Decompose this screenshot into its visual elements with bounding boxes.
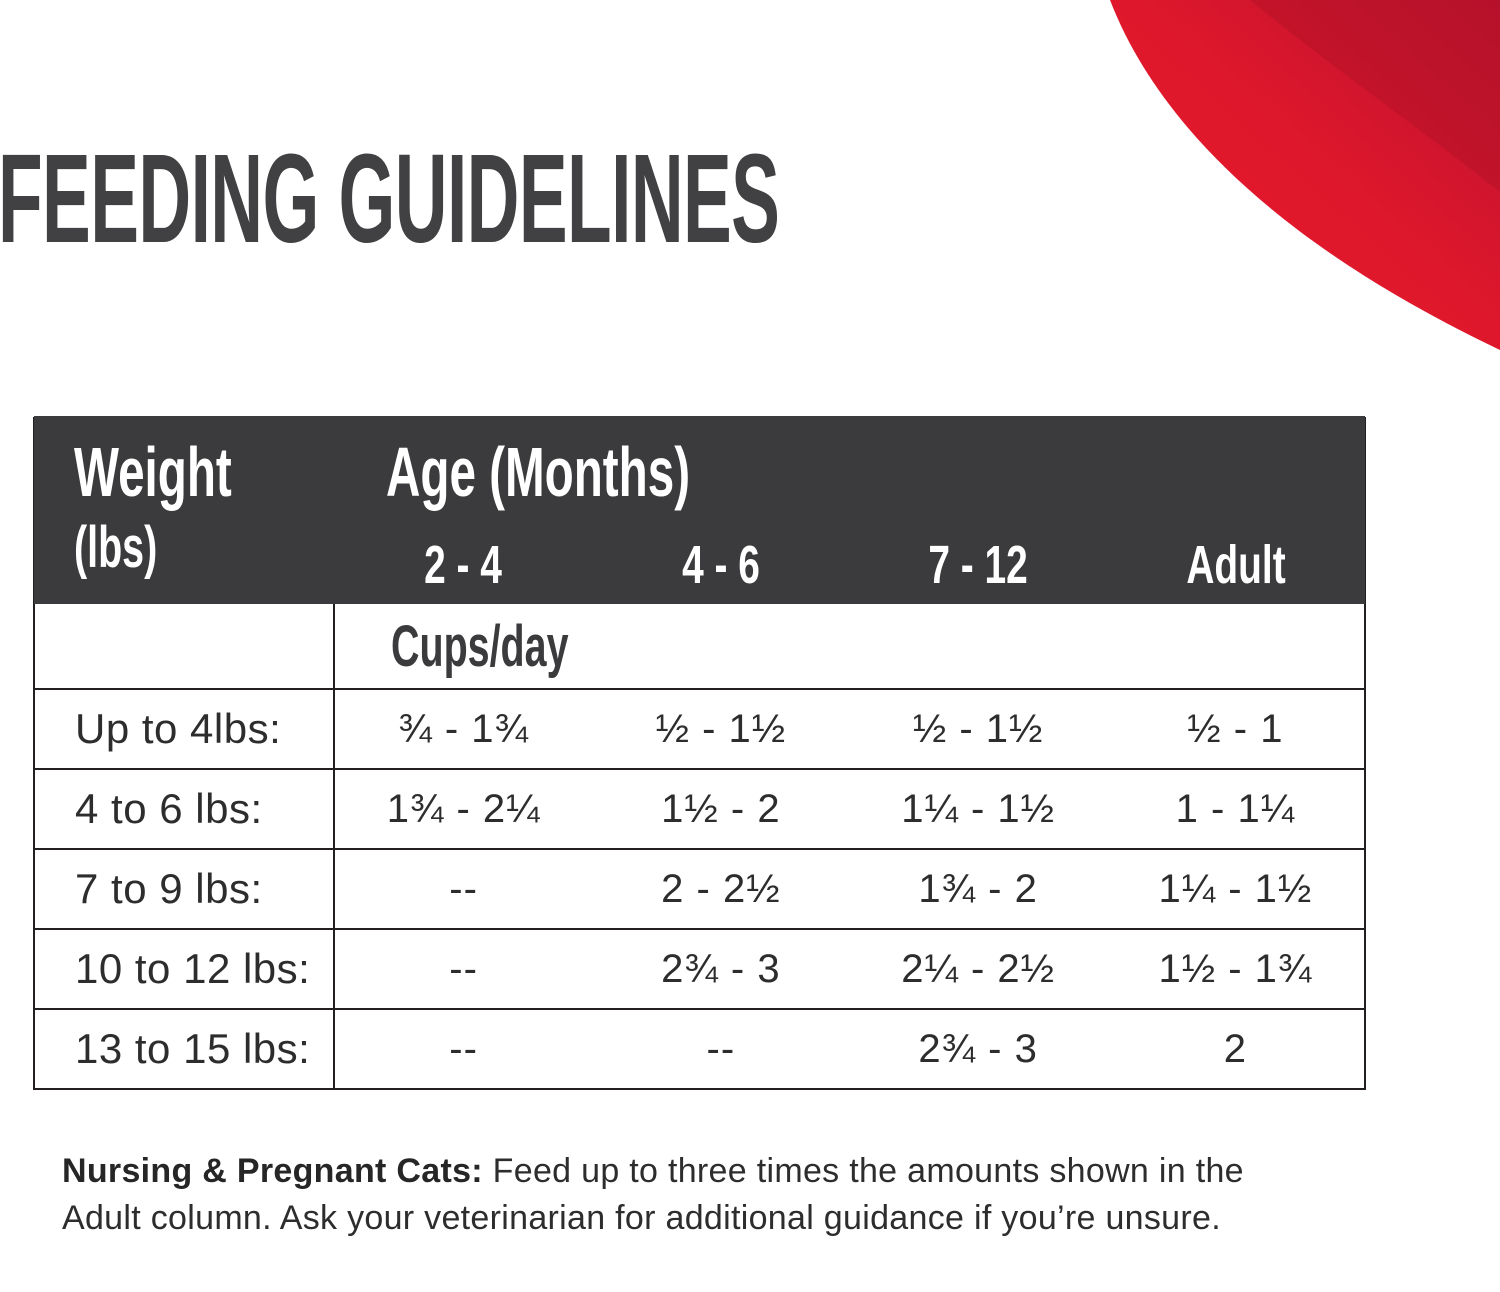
- weight-unit-label: (lbs): [74, 515, 158, 580]
- age-column-header: Age (Months): [386, 433, 691, 511]
- cups-value: 2¾ - 3: [661, 946, 781, 991]
- table-row: Up to 4lbs: ¾ - 1¾ ½ - 1½ ½ - 1½ ½ - 1: [35, 688, 1364, 768]
- units-label: Cups/day: [391, 613, 569, 679]
- cups-value: 1½ - 1¾: [1158, 946, 1313, 991]
- red-swoosh-graphic: [1110, 0, 1500, 350]
- table-row: 7 to 9 lbs: -- 2 - 2½ 1¾ - 2 1¼ - 1½: [35, 848, 1364, 928]
- age-col-adult: Adult: [1186, 535, 1286, 595]
- age-subcolumns: 2 - 4 4 - 6 7 - 12 Adult: [334, 532, 1365, 598]
- page-title: FEEDING GUIDELINES: [0, 128, 780, 269]
- weight-range-label: 7 to 9 lbs:: [35, 850, 335, 928]
- units-row-spacer: [35, 604, 335, 688]
- feeding-guidelines-table: Weight (lbs) Age (Months) 2 - 4 4 - 6 7 …: [33, 416, 1366, 1090]
- weight-range-label: Up to 4lbs:: [35, 690, 335, 768]
- weight-range-label: 10 to 12 lbs:: [35, 930, 335, 1008]
- cups-value: 2¾ - 3: [918, 1026, 1038, 1071]
- cups-value: 1½ - 2: [661, 786, 781, 831]
- cups-value: ½ - 1½: [912, 706, 1044, 751]
- table-row: 4 to 6 lbs: 1¾ - 2¼ 1½ - 2 1¼ - 1½ 1 - 1…: [35, 768, 1364, 848]
- cups-value: --: [449, 866, 478, 911]
- cups-value: 1¼ - 1½: [1158, 866, 1313, 911]
- table-row: 10 to 12 lbs: -- 2¾ - 3 2¼ - 2½ 1½ - 1¾: [35, 928, 1364, 1008]
- age-col-2-4: 2 - 4: [423, 535, 502, 595]
- note-lead: Nursing & Pregnant Cats:: [62, 1152, 483, 1190]
- note-body: Feed up to three times the amounts shown…: [62, 1152, 1244, 1237]
- age-col-7-12: 7 - 12: [928, 535, 1029, 595]
- cups-value: 2 - 2½: [661, 866, 781, 911]
- cups-value: ¾ - 1¾: [398, 706, 529, 751]
- weight-range-label: 4 to 6 lbs:: [35, 770, 335, 848]
- cups-value: 1¼ - 1½: [901, 786, 1055, 831]
- weight-column-header: Weight: [74, 433, 232, 511]
- cups-value: --: [449, 1026, 478, 1071]
- cups-value: 2¼ - 2½: [901, 946, 1055, 991]
- table-row: 13 to 15 lbs: -- -- 2¾ - 3 2: [35, 1008, 1364, 1088]
- cups-value: 2: [1223, 1026, 1247, 1071]
- cups-value: --: [449, 946, 478, 991]
- nursing-pregnant-note: Nursing & Pregnant Cats: Feed up to thre…: [62, 1148, 1302, 1242]
- cups-value: 1 - 1¼: [1175, 786, 1296, 831]
- cups-value: 1¾ - 2: [918, 866, 1038, 911]
- weight-range-label: 13 to 15 lbs:: [35, 1010, 335, 1088]
- cups-value: 1¾ - 2¼: [386, 786, 541, 831]
- table-header: Weight (lbs) Age (Months) 2 - 4 4 - 6 7 …: [34, 416, 1365, 604]
- cups-value: ½ - 1½: [655, 706, 787, 751]
- age-col-4-6: 4 - 6: [681, 535, 760, 595]
- cups-value: --: [706, 1026, 736, 1071]
- units-row: Cups/day: [35, 604, 1364, 688]
- cups-value: ½ - 1: [1187, 706, 1284, 751]
